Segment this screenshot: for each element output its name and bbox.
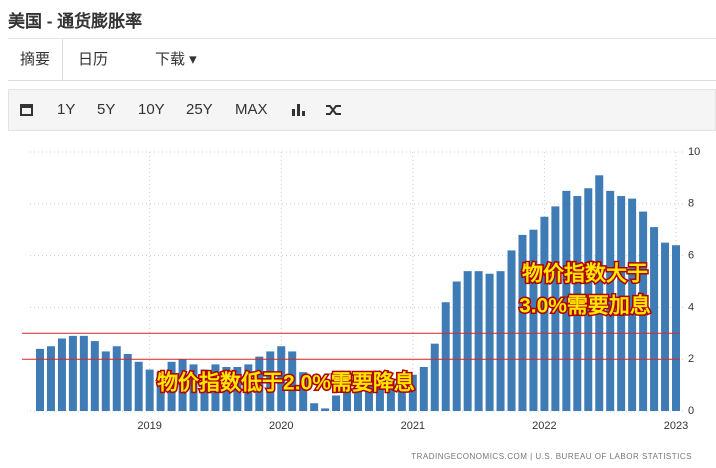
- bar: [430, 343, 439, 411]
- bar: [167, 361, 176, 411]
- bar: [408, 374, 417, 411]
- bar: [321, 408, 330, 411]
- bar: [200, 369, 209, 411]
- chart-type-icon[interactable]: [290, 102, 306, 118]
- bar: [211, 364, 220, 411]
- bar: [595, 175, 604, 411]
- x-tick-label: 2021: [401, 420, 425, 432]
- bar: [299, 372, 308, 411]
- y-tick-label: 4: [688, 301, 694, 313]
- bar: [57, 338, 66, 411]
- annotation: 3.0%需要加息: [519, 294, 651, 318]
- bar: [255, 356, 264, 411]
- bar: [79, 335, 88, 411]
- x-tick-label: 2020: [269, 420, 293, 432]
- bar: [375, 379, 384, 411]
- bar: [606, 190, 615, 411]
- y-tick-label: 0: [688, 405, 694, 417]
- y-tick-label: 2: [688, 353, 694, 365]
- bar: [639, 211, 648, 411]
- bar: [584, 188, 593, 411]
- bar: [419, 366, 428, 411]
- bar: [496, 271, 505, 411]
- bar: [134, 361, 143, 411]
- toolbar: 1Y 5Y 10Y 25Y MAX: [8, 89, 716, 131]
- bar: [277, 346, 286, 411]
- bar: [145, 369, 154, 411]
- calendar-icon[interactable]: [19, 102, 35, 118]
- bar: [474, 271, 483, 411]
- page-title: 美国 - 通货膨胀率: [8, 12, 143, 31]
- bar: [397, 374, 406, 411]
- bar: [222, 366, 231, 411]
- bar: [90, 341, 99, 411]
- bar: [244, 364, 253, 411]
- range-button[interactable]: 1Y: [57, 101, 76, 118]
- bar: [364, 374, 373, 411]
- tab[interactable]: 日历: [78, 51, 109, 68]
- range-button[interactable]: MAX: [235, 101, 268, 118]
- x-tick-label: 2019: [137, 420, 161, 432]
- bar: [123, 354, 132, 411]
- y-tick-label: 8: [688, 198, 694, 210]
- bar: [101, 351, 110, 411]
- bar: [46, 346, 55, 411]
- bar: [68, 335, 77, 411]
- bar: [485, 273, 494, 411]
- range-button[interactable]: 10Y: [138, 101, 165, 118]
- bar: [540, 216, 549, 411]
- bar: [233, 366, 242, 411]
- x-tick-label: 2023: [664, 420, 688, 432]
- bar: [617, 196, 626, 411]
- y-tick-label: 6: [688, 250, 694, 262]
- bar: [463, 271, 472, 411]
- bar: [507, 250, 516, 411]
- bar: [441, 302, 450, 411]
- bar: [156, 372, 165, 411]
- bar: [573, 196, 582, 411]
- x-tick-label: 2022: [532, 420, 556, 432]
- y-tick-label: 10: [688, 146, 700, 158]
- range-button[interactable]: 5Y: [97, 101, 116, 118]
- tab[interactable]: 摘要: [8, 39, 63, 80]
- compare-icon[interactable]: [325, 102, 343, 118]
- bar: [343, 385, 352, 411]
- bar: [672, 245, 680, 411]
- bar: [266, 351, 275, 411]
- bar: [650, 227, 659, 411]
- range-button[interactable]: 25Y: [186, 101, 213, 118]
- annotation: 物价指数大于: [522, 262, 648, 286]
- bar: [288, 351, 297, 411]
- bar: [661, 242, 670, 411]
- bar: [178, 359, 187, 411]
- annotation: 物价指数低于2.0%需要降息: [157, 371, 415, 395]
- bar: [529, 229, 538, 411]
- bar: [354, 377, 362, 411]
- source-credit: TRADINGECONOMICS.COM | U.S. BUREAU OF LA…: [411, 452, 692, 461]
- bar: [518, 234, 527, 411]
- bar: [628, 198, 637, 411]
- bar: [310, 403, 319, 411]
- tab[interactable]: 下载 ▾: [155, 51, 197, 68]
- bar: [189, 364, 198, 411]
- tab-label: 下载: [155, 51, 186, 68]
- bar: [562, 190, 571, 411]
- bar: [112, 346, 121, 411]
- bar: [452, 281, 461, 411]
- bar: [551, 206, 560, 411]
- tab-bar: 摘要 日历 下载 ▾: [8, 38, 716, 81]
- bar: [386, 379, 395, 411]
- bar: [36, 348, 44, 411]
- chart: 0 2 4 6 8 10 2019 2020 2021 2022 2023 物价指数大于 3.0%需要加…: [22, 146, 700, 461]
- bar: [332, 395, 341, 411]
